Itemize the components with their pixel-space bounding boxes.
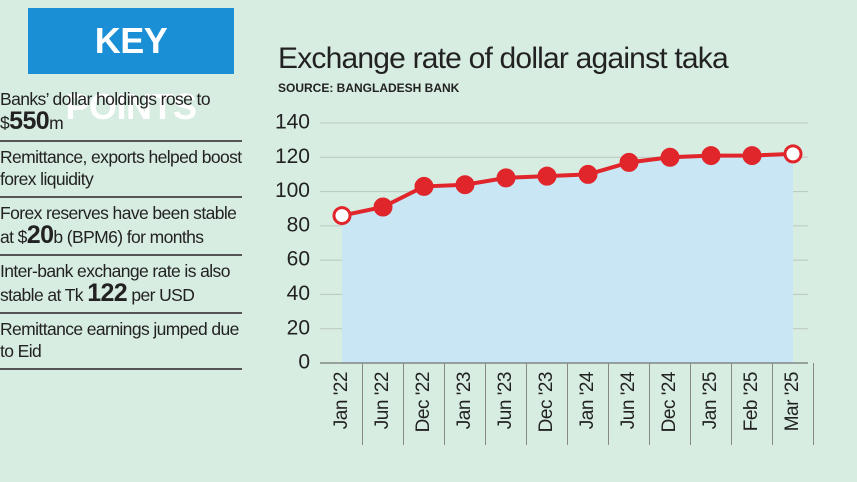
x-tick-label: Dec '24 xyxy=(659,371,680,432)
x-tick-label: Jun '22 xyxy=(372,372,393,429)
x-tick-label: Jun '24 xyxy=(618,371,639,429)
y-tick-label: 40 xyxy=(287,282,310,305)
x-tick-label: Mar '25 xyxy=(782,372,803,431)
point xyxy=(455,175,475,195)
x-tick-label: Dec '23 xyxy=(536,372,557,432)
point xyxy=(742,146,762,166)
point xyxy=(496,168,516,188)
x-tick-label: Jan '25 xyxy=(700,372,721,429)
point xyxy=(537,166,557,186)
key-text: b (BPM6) for months xyxy=(53,227,204,247)
point xyxy=(332,206,352,226)
key-point: Banks’ dollar holdings rose to $550m xyxy=(0,84,242,142)
point xyxy=(783,144,803,164)
key-text: Remittance, exports helped boost forex l… xyxy=(0,147,242,189)
key-figure: 20 xyxy=(26,221,54,249)
key-points-heading: KEY POINTS xyxy=(28,8,234,127)
x-tick-label: Jun '23 xyxy=(495,372,516,429)
chart-title: Exchange rate of dollar against taka xyxy=(278,42,729,75)
x-tick-label: Jan '22 xyxy=(331,372,352,429)
point xyxy=(619,152,639,172)
x-tick-label: Jan '24 xyxy=(577,371,598,429)
x-tick-label: Dec '22 xyxy=(413,372,434,432)
key-text: per USD xyxy=(127,285,195,305)
x-tick-label: Jan '23 xyxy=(454,372,475,429)
key-text: Remittance earnings jumped due to Eid xyxy=(0,319,239,361)
area xyxy=(342,153,793,363)
key-figure: 550 xyxy=(9,107,50,135)
y-tick-label: 100 xyxy=(275,179,310,202)
chart-source: SOURCE: BANGLADESH BANK xyxy=(278,81,460,95)
y-tick-label: 120 xyxy=(275,145,310,168)
point xyxy=(701,146,721,166)
y-tick-label: 20 xyxy=(287,316,310,339)
key-points-panel: KEY POINTS Banks’ dollar holdings rose t… xyxy=(0,0,242,370)
y-tick-label: 0 xyxy=(298,351,310,374)
y-tick-label: 140 xyxy=(275,111,310,134)
y-tick-label: 80 xyxy=(287,213,310,236)
key-point: Remittance earnings jumped due to Eid xyxy=(0,314,242,370)
x-tick-label: Feb '25 xyxy=(741,372,762,431)
key-text: m xyxy=(49,113,64,133)
key-point: Forex reserves have been stable at $20b … xyxy=(0,198,242,256)
key-text: Forex reserves have been stable at $ xyxy=(0,203,237,247)
point xyxy=(373,197,393,217)
key-point: Inter-bank exchange rate is also stable … xyxy=(0,256,242,314)
key-text: Inter-bank exchange rate is also stable … xyxy=(0,261,230,305)
key-figure: 122 xyxy=(87,279,128,307)
point xyxy=(414,176,434,196)
point xyxy=(578,164,598,184)
key-points-list: Banks’ dollar holdings rose to $550m Remi… xyxy=(0,84,242,370)
key-point: Remittance, exports helped boost forex l… xyxy=(0,142,242,198)
y-tick-label: 60 xyxy=(287,248,310,271)
point xyxy=(660,147,680,167)
key-text: Banks’ dollar holdings rose to $ xyxy=(0,89,211,133)
